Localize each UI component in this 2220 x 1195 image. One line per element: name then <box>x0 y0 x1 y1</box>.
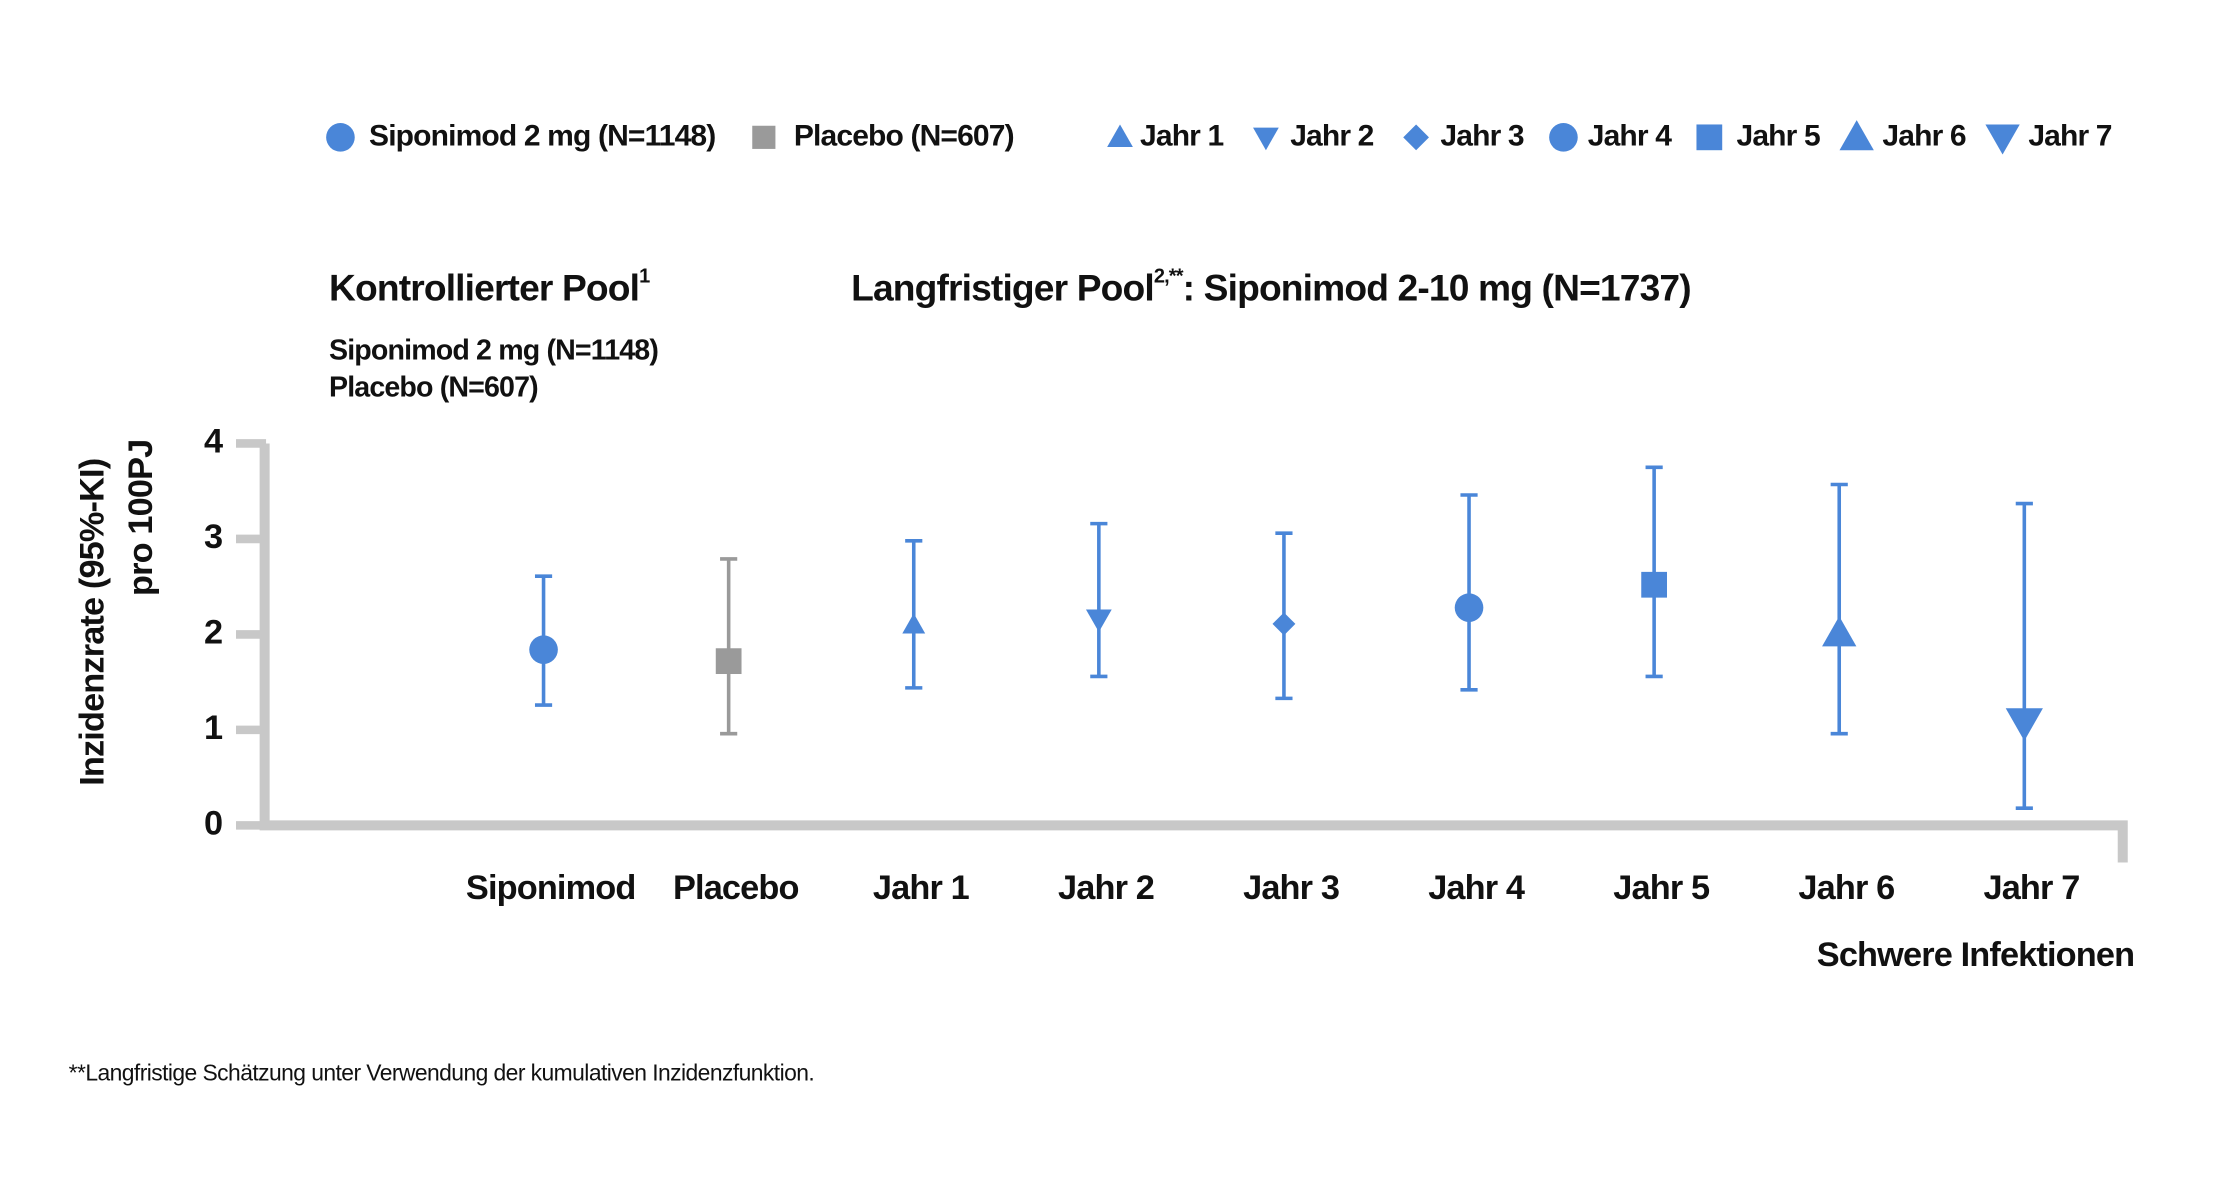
y-tick-label: 1 <box>204 709 223 747</box>
legend-marker <box>1403 124 1429 151</box>
point-marker <box>529 635 558 664</box>
pool-title: Langfristiger Pool2,**: Siponimod 2-10 m… <box>851 266 1691 308</box>
y-tick-label: 2 <box>204 613 223 651</box>
point-marker <box>1822 616 1857 647</box>
x-axis-label: Schwere Infektionen <box>1817 936 2134 974</box>
legend-label: Jahr 1 <box>1140 119 1223 152</box>
point-marker <box>1454 593 1484 622</box>
error-bar <box>1090 521 1108 679</box>
x-tick-label: Jahr 2 <box>1058 869 1154 907</box>
point-marker <box>715 648 742 675</box>
legend-marker <box>1985 124 2020 155</box>
legend-marker <box>752 125 776 149</box>
y-tick-label: 3 <box>204 518 223 556</box>
error-bar <box>1830 482 1848 736</box>
pool-title-sup: 1 <box>639 266 650 288</box>
pool-subtitle: Siponimod 2 mg (N=1148) <box>329 334 658 366</box>
legend-label: Jahr 7 <box>2028 119 2111 152</box>
legend-marker <box>1839 120 1874 151</box>
x-tick-label: Jahr 7 <box>1983 869 2079 907</box>
error-bar <box>1645 465 1663 679</box>
x-tick-label: Jahr 6 <box>1798 869 1894 907</box>
legend-label: Jahr 3 <box>1440 119 1523 152</box>
y-axis-label: Inzidenzrate (95%-KI) <box>73 459 111 786</box>
y-axis-label: pro 100PJ <box>122 440 160 596</box>
legend-label: Jahr 4 <box>1588 119 1672 152</box>
y-tick-label: 0 <box>204 804 223 842</box>
point-marker <box>1085 609 1112 633</box>
point-marker <box>1272 612 1296 636</box>
x-tick-label: Placebo <box>673 869 799 907</box>
x-tick-label: Siponimod <box>466 869 636 907</box>
error-bar <box>2015 501 2033 810</box>
error-bar <box>1460 493 1478 692</box>
legend-marker <box>1107 124 1133 147</box>
error-bar <box>720 557 738 736</box>
y-tick-label: 4 <box>204 423 223 461</box>
legend-label: Jahr 6 <box>1882 119 1965 152</box>
legend-marker <box>1253 127 1279 151</box>
pool-title-sup: 2,** <box>1154 266 1184 288</box>
legend-label: Jahr 5 <box>1737 119 1820 152</box>
pool-title: Kontrollierter Pool1 <box>329 266 650 308</box>
pool-subtitle: Placebo (N=607) <box>329 372 538 404</box>
point-marker <box>2005 708 2043 741</box>
point-marker <box>1641 571 1668 598</box>
x-tick-label: Jahr 5 <box>1613 869 1710 907</box>
legend-label: Jahr 2 <box>1290 119 1373 152</box>
footnote: **Langfristige Schätzung unter Verwendun… <box>69 1059 815 1085</box>
legend-marker <box>1549 123 1578 152</box>
legend-label: Siponimod 2 mg (N=1148) <box>369 119 715 152</box>
x-tick-label: Jahr 3 <box>1243 869 1339 907</box>
point-marker <box>902 613 926 634</box>
pool-title-text: Langfristiger Pool <box>851 266 1154 308</box>
pool-title-rest: : Siponimod 2-10 mg (N=1737) <box>1183 266 1691 308</box>
legend-label: Placebo (N=607) <box>794 119 1014 152</box>
legend-marker <box>326 123 355 152</box>
legend-marker <box>1696 124 1723 151</box>
pool-title-text: Kontrollierter Pool <box>329 266 639 308</box>
x-tick-label: Jahr 1 <box>873 869 970 907</box>
x-tick-label: Jahr 4 <box>1428 869 1525 907</box>
